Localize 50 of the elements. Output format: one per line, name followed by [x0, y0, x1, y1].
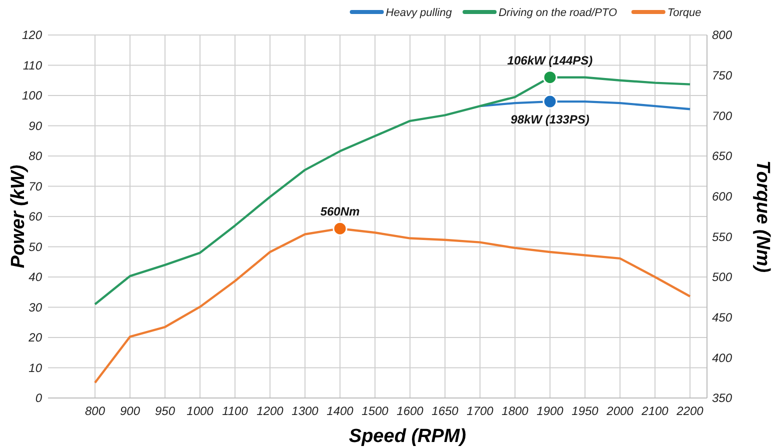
y-tick-label: 120	[22, 28, 42, 42]
y-axis-title: Power (kW)	[8, 164, 29, 268]
x-tick-label: 950	[154, 404, 176, 418]
y2-tick-label: 500	[712, 270, 732, 284]
x-tick-label: 1500	[362, 404, 389, 418]
y-tick-label: 70	[28, 179, 42, 194]
y-tick-label: 40	[28, 270, 42, 284]
y-tick-label: 80	[28, 149, 42, 164]
y-tick-label: 110	[22, 58, 42, 72]
x-tick-label: 800	[84, 404, 106, 418]
y-tick-label: 30	[28, 300, 42, 314]
x-tick-label: 2200	[676, 404, 704, 418]
y2-tick-label: 750	[712, 68, 732, 83]
y-tick-label: 60	[28, 210, 42, 224]
y2-tick-label: 600	[712, 190, 732, 204]
y2-axis-title: Torque (Nm)	[752, 160, 773, 273]
x-tick-label: 1650	[432, 404, 459, 418]
legend-label: Driving on the road/PTO	[498, 7, 618, 19]
y2-tick-label: 450	[712, 310, 732, 325]
annotation: 106kW (144PS)	[507, 53, 593, 68]
x-tick-label: 2000	[606, 404, 634, 418]
y2-tick-label: 650	[712, 149, 732, 164]
x-axis-title: Speed (RPM)	[348, 426, 466, 447]
x-tick-label: 1300	[292, 404, 319, 418]
x-tick-label: 1400	[326, 404, 354, 418]
x-tick-label: 1800	[502, 404, 529, 418]
legend-label: Torque	[667, 7, 702, 19]
y-tick-label: 0	[35, 391, 42, 406]
y2-tick-label: 350	[712, 391, 732, 406]
annotation: 560Nm	[320, 204, 360, 219]
x-tick-label: 1200	[256, 404, 284, 418]
y-tick-label: 100	[22, 88, 42, 103]
x-tick-label: 1600	[396, 404, 424, 418]
x-tick-label: 900	[120, 404, 140, 418]
x-tick-label: 1100	[222, 404, 248, 418]
x-tick-label: 1000	[186, 404, 214, 418]
y2-tick-label: 400	[712, 350, 732, 365]
y2-tick-label: 800	[712, 28, 732, 42]
y2-tick-label: 700	[712, 108, 732, 123]
y2-tick-label: 550	[712, 230, 732, 244]
x-tick-label: 2100	[640, 404, 669, 418]
legend-label: Heavy pulling	[386, 7, 453, 19]
x-tick-label: 1700	[466, 404, 494, 418]
x-tick-label: 1900	[536, 404, 564, 418]
y-tick-label: 20	[28, 330, 42, 345]
y-tick-label: 90	[28, 118, 42, 133]
x-tick-label: 1950	[572, 404, 599, 418]
y-tick-label: 10	[28, 360, 42, 375]
annotation: 98kW (133PS)	[510, 112, 590, 127]
y-tick-label: 50	[28, 240, 42, 254]
